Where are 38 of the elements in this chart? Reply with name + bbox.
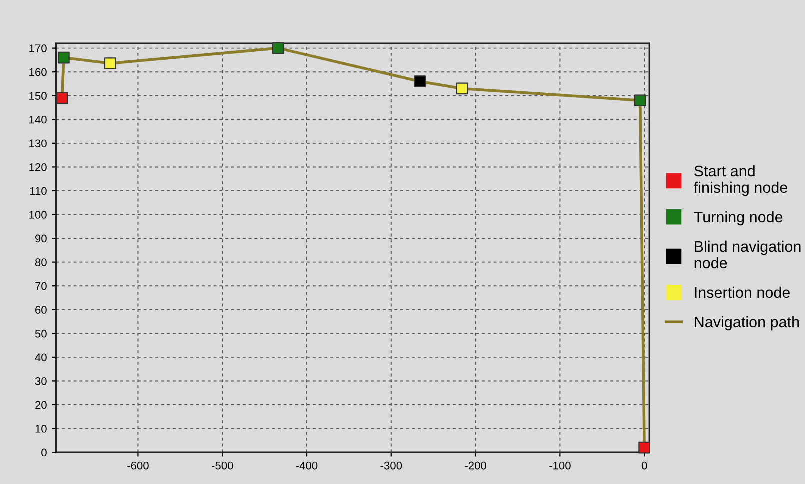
y-tick-label: 150 bbox=[30, 92, 47, 100]
y-tick-label: 0 bbox=[42, 448, 47, 457]
y-tick-label: 20 bbox=[36, 401, 47, 410]
x-tick-label: -200 bbox=[465, 462, 486, 470]
x-tick-label: -400 bbox=[296, 462, 318, 470]
y-tick-label: 130 bbox=[30, 140, 47, 148]
y-tick-label: 60 bbox=[36, 306, 47, 314]
legend-label: Insertion node bbox=[695, 286, 790, 298]
y-tick-label: 30 bbox=[35, 377, 47, 386]
y-tick-label: 140 bbox=[30, 116, 47, 124]
y-tick-label: 80 bbox=[35, 258, 47, 266]
legend-label: Start and finishing node bbox=[694, 165, 788, 196]
x-tick-label: -600 bbox=[128, 462, 149, 470]
point bbox=[456, 82, 468, 95]
point bbox=[638, 442, 651, 454]
y-tick-label: 50 bbox=[35, 330, 47, 338]
point bbox=[56, 92, 68, 104]
y-tick-label: 70 bbox=[36, 282, 47, 290]
point bbox=[104, 58, 116, 70]
y-tick-label: 110 bbox=[30, 187, 47, 196]
legend-label: Turning node bbox=[694, 211, 783, 226]
point bbox=[634, 94, 646, 107]
x-tick-label: -500 bbox=[212, 462, 234, 470]
y-tick-label: 90 bbox=[35, 234, 47, 243]
point bbox=[272, 42, 284, 54]
point bbox=[414, 76, 426, 88]
y-tick-label: 40 bbox=[35, 354, 47, 362]
point bbox=[58, 52, 70, 64]
y-tick-label: 170 bbox=[30, 44, 47, 52]
y-tick-label: 120 bbox=[30, 163, 47, 172]
x-tick-label: 0 bbox=[642, 462, 648, 470]
y-tick-label: 100 bbox=[30, 211, 47, 219]
x-tick-label: -100 bbox=[550, 462, 571, 470]
y-tick-label: 160 bbox=[30, 68, 47, 76]
legend-label: Navigation path bbox=[695, 316, 800, 331]
y-tick-label: 10 bbox=[36, 425, 47, 433]
legend-label: Blind navigation node bbox=[694, 240, 801, 269]
x-tick-label: -300 bbox=[380, 462, 402, 470]
